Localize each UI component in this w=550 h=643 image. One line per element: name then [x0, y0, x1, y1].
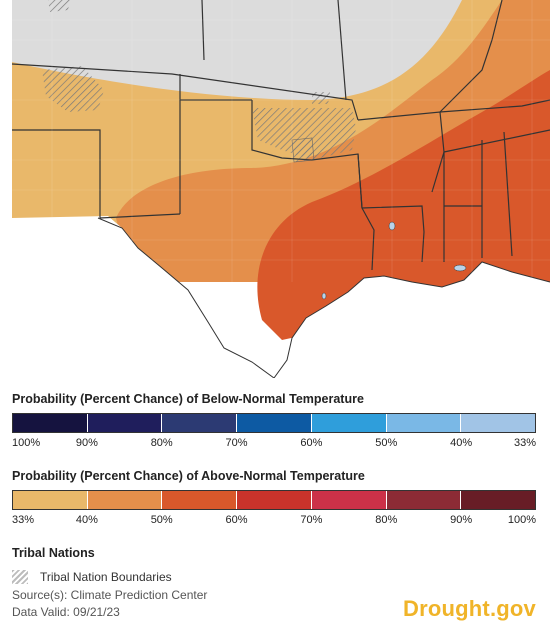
legend_below-swatch-4: [311, 414, 387, 432]
legend_above-tick-label: 70%: [300, 514, 323, 526]
map-svg: [12, 0, 550, 378]
legend_above-tick-label: 60%: [225, 514, 248, 526]
hatch-pattern-icon: [12, 570, 28, 584]
legend_above-tick-label: 50%: [150, 514, 173, 526]
legend_above-tick-label: 90%: [450, 514, 473, 526]
legend_below-swatch-1: [87, 414, 163, 432]
legend_above-tick-label: 80%: [375, 514, 398, 526]
legend_above-swatch-3: [237, 491, 312, 509]
state-borders: [12, 0, 550, 271]
legend_below-tick-label: 40%: [450, 437, 473, 449]
legend_below-tick-label: 50%: [375, 437, 398, 449]
legend_above-swatch-2: [162, 491, 238, 509]
legend_below-swatch-6: [461, 414, 536, 432]
tribal-nations-heading: Tribal Nations: [12, 546, 95, 560]
legend_below-tick-label: 33%: [513, 437, 536, 449]
legend_below-tick-label: 100%: [12, 437, 41, 449]
legend_above-swatch-1: [87, 491, 163, 509]
above-normal-legend-title: Probability (Percent Chance) of Above-No…: [12, 469, 365, 483]
county-lines: [12, 0, 550, 282]
data-valid-text: Data Valid: 09/21/23: [12, 605, 120, 619]
tribal-hatch-areas: [42, 0, 356, 163]
legend_above-tick-label: 100%: [507, 514, 536, 526]
water-bodies: [321, 221, 467, 300]
legend_above-swatch-5: [386, 491, 462, 509]
legend_below-tick-label: 60%: [300, 437, 323, 449]
drought-gov-logo[interactable]: Drought.gov: [403, 596, 536, 621]
legend_above-tick-label: 40%: [75, 514, 98, 526]
legend_above-swatch-6: [461, 491, 536, 509]
probability-zones: [12, 0, 550, 378]
above-normal-ticks: 33% 40% 50% 60% 70% 80% 90% 100%: [12, 514, 536, 528]
temperature-outlook-map[interactable]: [12, 0, 550, 378]
below-normal-color-bar: [12, 413, 536, 433]
legend_below-tick-label: 70%: [225, 437, 248, 449]
below-normal-ticks: 100% 90% 80% 70% 60% 50% 40% 33%: [12, 437, 536, 451]
source-text: Source(s): Climate Prediction Center: [12, 588, 208, 602]
legend_below-swatch-2: [162, 414, 238, 432]
coastline: [97, 217, 550, 378]
legend_above-tick-label: 33%: [12, 514, 35, 526]
above-normal-color-bar: [12, 490, 536, 510]
legend_above-swatch-4: [311, 491, 387, 509]
legend_below-swatch-3: [237, 414, 312, 432]
below-normal-legend-title: Probability (Percent Chance) of Below-No…: [12, 392, 364, 406]
legend_above-swatch-0: [13, 491, 88, 509]
tribal-boundaries-label: Tribal Nation Boundaries: [40, 570, 172, 584]
legend_below-swatch-5: [386, 414, 462, 432]
tribal-legend-row: Tribal Nation Boundaries: [12, 569, 172, 585]
legend_below-swatch-0: [13, 414, 88, 432]
legend_below-tick-label: 80%: [150, 437, 173, 449]
mexico-mask: [12, 216, 274, 378]
legend_below-tick-label: 90%: [75, 437, 98, 449]
